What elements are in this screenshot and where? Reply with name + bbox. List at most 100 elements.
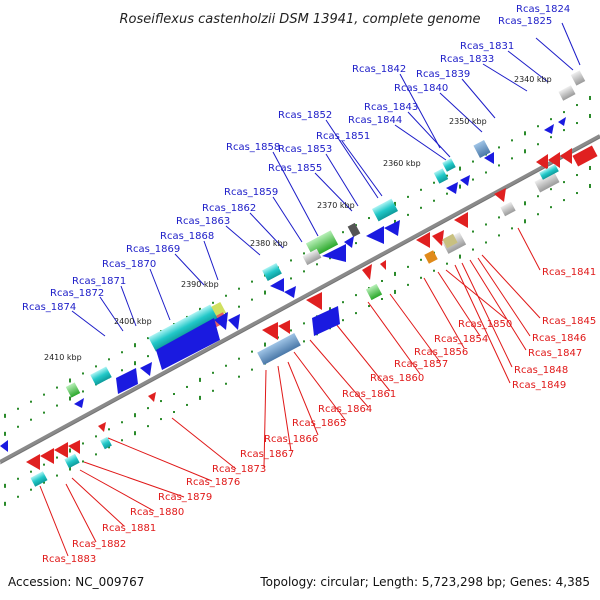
gene-label[interactable]: Rcas_1864 — [318, 404, 372, 415]
scale-tick — [82, 372, 84, 375]
scale-tick — [511, 227, 513, 230]
gene-label[interactable]: Rcas_1833 — [440, 54, 494, 65]
gene-label[interactable]: Rcas_1874 — [22, 302, 76, 313]
scale-tick — [225, 294, 227, 297]
gene-label[interactable]: Rcas_1849 — [512, 380, 566, 391]
scale-tick — [134, 361, 136, 366]
scale-tick — [147, 407, 149, 410]
gene-label[interactable]: Rcas_1860 — [370, 373, 424, 384]
gene-label[interactable]: Rcas_1846 — [532, 333, 586, 344]
scale-tick — [394, 201, 396, 206]
scale-tick — [290, 277, 292, 280]
scale-tick — [498, 216, 500, 219]
gene-label[interactable]: Rcas_1861 — [342, 389, 396, 400]
gene-label[interactable]: Rcas_1868 — [160, 231, 214, 242]
scale-tick — [498, 234, 500, 237]
scale-tick — [238, 357, 240, 360]
scale-tick — [563, 199, 565, 202]
gene-label[interactable]: Rcas_1879 — [158, 492, 212, 503]
scale-tick — [43, 393, 45, 396]
scale-tick — [95, 365, 97, 368]
scale-tick — [524, 131, 526, 136]
gene-label[interactable]: Rcas_1881 — [102, 523, 156, 534]
gene-label[interactable]: Rcas_1871 — [72, 276, 126, 287]
gene-label[interactable]: Rcas_1843 — [364, 102, 418, 113]
gene-label[interactable]: Rcas_1873 — [212, 464, 266, 475]
scale-tick — [576, 174, 578, 177]
gene-label[interactable]: Rcas_1854 — [434, 334, 488, 345]
gene-label[interactable]: Rcas_1866 — [264, 434, 318, 445]
gene-label[interactable]: Rcas_1824 — [516, 4, 570, 15]
scale-tick — [264, 290, 266, 295]
reverse-features — [26, 145, 598, 487]
scale-tick — [17, 495, 19, 498]
gene-label[interactable]: Rcas_1842 — [352, 64, 406, 75]
gene-label[interactable]: Rcas_1825 — [498, 16, 552, 27]
scale-tick — [381, 279, 383, 282]
scale-tick — [121, 369, 123, 372]
scale-tick — [108, 358, 110, 361]
gene-label[interactable]: Rcas_1852 — [278, 110, 332, 121]
gene-label[interactable]: Rcas_1851 — [316, 131, 370, 142]
gene-label[interactable]: Rcas_1869 — [126, 244, 180, 255]
gene-label[interactable]: Rcas_1856 — [414, 347, 468, 358]
gene-label[interactable]: Rcas_1882 — [72, 539, 126, 550]
scale-tick — [394, 271, 396, 276]
gene-label[interactable]: Rcas_1857 — [394, 359, 448, 370]
gene-label[interactable]: Rcas_1867 — [240, 449, 294, 460]
scale-tick — [459, 166, 461, 171]
scale-tick — [147, 337, 149, 340]
gene-label[interactable]: Rcas_1853 — [278, 144, 332, 155]
scale-tick — [95, 453, 97, 456]
gene-label[interactable]: Rcas_1862 — [202, 203, 256, 214]
scale-tick — [108, 428, 110, 431]
scale-tick — [108, 446, 110, 449]
scale-tick — [251, 368, 253, 371]
scale-tick — [69, 396, 71, 401]
scale-tick — [407, 195, 409, 198]
scale-tick — [251, 350, 253, 353]
scale-tick — [407, 265, 409, 268]
scale-tick — [4, 431, 6, 436]
scale-tick — [446, 192, 448, 195]
scale-tick — [550, 206, 552, 209]
reverse-gene-labels: Rcas_1841 Rcas_1845 Rcas_1846 Rcas_1847 … — [42, 267, 596, 565]
gene-label[interactable]: Rcas_1876 — [186, 477, 240, 488]
gene-label[interactable]: Rcas_1865 — [292, 418, 346, 429]
forward-features — [0, 70, 586, 452]
scale-tick — [238, 305, 240, 308]
gene-label[interactable]: Rcas_1855 — [268, 163, 322, 174]
gene-label[interactable]: Rcas_1870 — [102, 259, 156, 270]
gene-label[interactable]: Rcas_1880 — [130, 507, 184, 518]
gene-label[interactable]: Rcas_1848 — [514, 365, 568, 376]
gene-label[interactable]: Rcas_1850 — [458, 319, 512, 330]
gene-label[interactable]: Rcas_1847 — [528, 348, 582, 359]
gene-label[interactable]: Rcas_1844 — [348, 115, 402, 126]
gene-label[interactable]: Rcas_1840 — [394, 83, 448, 94]
scale-tick — [563, 111, 565, 114]
gene-label[interactable]: Rcas_1841 — [542, 267, 596, 278]
scale-tick — [17, 407, 19, 410]
scale-tick — [355, 294, 357, 297]
kbp-label: 2400 kbp — [114, 317, 152, 326]
scale-tick — [329, 307, 331, 312]
scale-tick — [238, 287, 240, 290]
scale-tick — [537, 195, 539, 198]
scale-tick — [290, 259, 292, 262]
scale-tick — [511, 139, 513, 142]
gene-label[interactable]: Rcas_1863 — [176, 216, 230, 227]
scale-tick — [420, 188, 422, 191]
scale-tick — [186, 403, 188, 406]
scale-tick — [30, 470, 32, 473]
gene-label[interactable]: Rcas_1831 — [460, 41, 514, 52]
scale-tick — [368, 217, 370, 220]
backbone-line — [0, 134, 600, 464]
gene-label[interactable]: Rcas_1839 — [416, 69, 470, 80]
gene-label[interactable]: Rcas_1859 — [224, 187, 278, 198]
kbp-label: 2380 kbp — [250, 239, 288, 248]
gene-label[interactable]: Rcas_1872 — [50, 288, 104, 299]
kbp-label: 2350 kbp — [449, 117, 487, 126]
gene-label[interactable]: Rcas_1858 — [226, 142, 280, 153]
gene-label[interactable]: Rcas_1845 — [542, 316, 596, 327]
gene-label[interactable]: Rcas_1883 — [42, 554, 96, 565]
